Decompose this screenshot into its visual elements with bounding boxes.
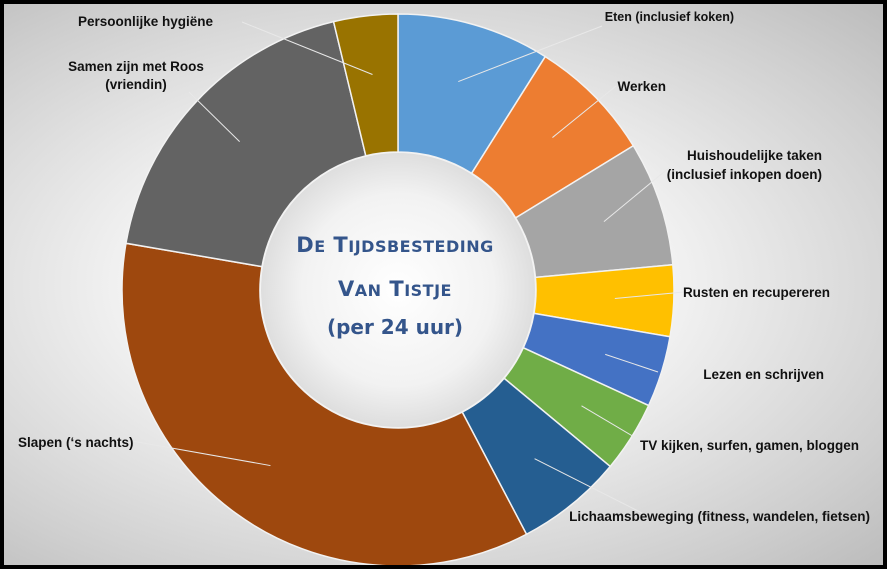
slice-label-5: Lezen en schrijven [703, 367, 824, 382]
leader-line-10 [241, 21, 373, 75]
chart-area: Eten (inclusief koken) Werken Huishoudelij… [4, 4, 883, 565]
leader-line-8 [131, 440, 271, 467]
slice-8 [121, 242, 528, 565]
leader-line-1 [458, 25, 603, 83]
chart-title-line2: VAN TISTJE [338, 277, 452, 301]
leader-line-6 [581, 405, 647, 445]
slice-10 [332, 13, 399, 157]
leader-line-5 [605, 353, 659, 373]
leader-line-9 [188, 91, 240, 143]
slice-label-2: Werken [617, 79, 666, 94]
slice-label-7: Lichaamsbeweging (fitness, wandelen, fie… [569, 509, 870, 524]
slice-label-8: Slapen (‘s nachts) [18, 435, 134, 450]
slice-label-9: Samen zijn met Roos (vriendin) [68, 59, 204, 92]
slice-9 [125, 20, 367, 268]
slice-label-3: Huishoudelijke taken (inclusief inkopen d… [667, 148, 822, 182]
leader-line-3 [603, 166, 671, 222]
leader-line-4 [614, 291, 685, 300]
slice-label-1: Eten (inclusief koken) [605, 10, 734, 24]
chart-subtitle: (per 24 uur) [327, 315, 463, 339]
donut-hole [261, 153, 535, 427]
chart-title-line1: DE TIJDSBESTEDING [296, 233, 493, 257]
slice-label-6: TV kijken, surfen, gamen, bloggen [640, 438, 859, 453]
slice-label-4: Rusten en recupereren [683, 285, 830, 300]
donut-chart: Eten (inclusief koken) Werken Huishoudelij… [18, 10, 870, 565]
leader-line-2 [552, 85, 617, 138]
leader-line-7 [534, 458, 645, 515]
slice-label-10: Persoonlijke hygiëne [78, 14, 214, 29]
